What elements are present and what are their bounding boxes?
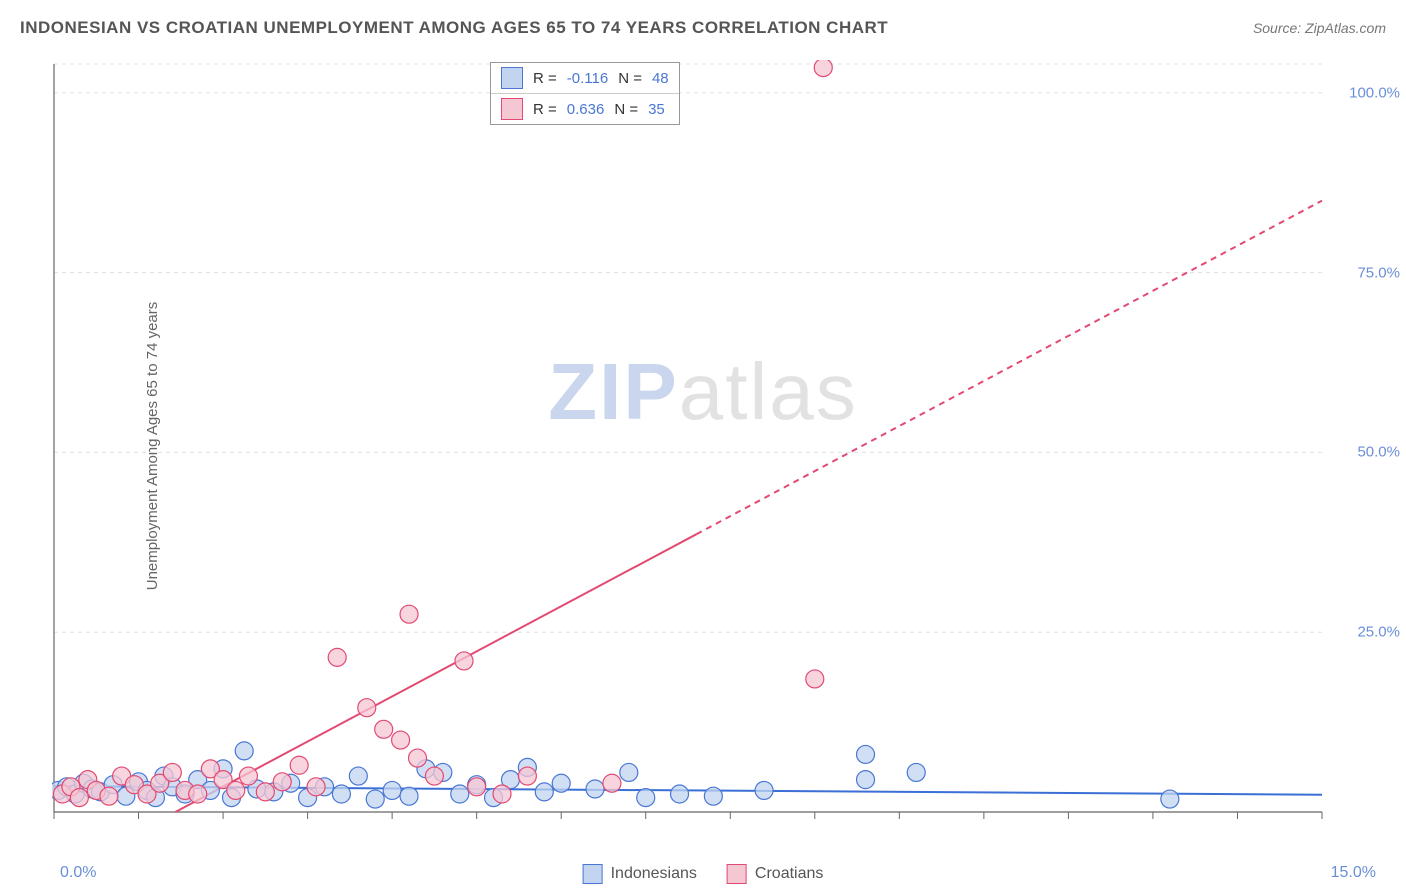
- chart-title: INDONESIAN VS CROATIAN UNEMPLOYMENT AMON…: [20, 18, 888, 38]
- y-tick-label: 50.0%: [1357, 444, 1400, 461]
- x-axis-min-label: 0.0%: [60, 864, 96, 882]
- r-value-indonesians: -0.116: [567, 70, 608, 87]
- r-label: R =: [533, 101, 557, 118]
- n-label: N =: [618, 70, 642, 87]
- legend-item-indonesians: Indonesians: [583, 864, 697, 884]
- swatch-indonesians: [501, 67, 523, 89]
- chart-svg: [52, 60, 1382, 840]
- legend-swatch-croatians: [727, 864, 747, 884]
- n-value-croatians: 35: [648, 101, 665, 118]
- y-tick-label: 100.0%: [1349, 84, 1400, 101]
- legend-label-indonesians: Indonesians: [611, 865, 697, 882]
- legend-item-croatians: Croatians: [727, 864, 823, 884]
- y-tick-label: 75.0%: [1357, 264, 1400, 281]
- stat-row-croatians: R = 0.636 N = 35: [491, 93, 679, 124]
- y-tick-label: 25.0%: [1357, 624, 1400, 641]
- stat-legend-box: R = -0.116 N = 48 R = 0.636 N = 35: [490, 62, 680, 125]
- plot-area: [52, 60, 1382, 840]
- n-value-indonesians: 48: [652, 70, 669, 87]
- bottom-legend: Indonesians Croatians: [583, 864, 824, 884]
- stat-row-indonesians: R = -0.116 N = 48: [491, 63, 679, 93]
- x-axis-max-label: 15.0%: [1331, 864, 1376, 882]
- swatch-croatians: [501, 98, 523, 120]
- r-value-croatians: 0.636: [567, 101, 605, 118]
- source-label: Source: ZipAtlas.com: [1253, 20, 1386, 36]
- r-label: R =: [533, 70, 557, 87]
- n-label: N =: [614, 101, 638, 118]
- legend-label-croatians: Croatians: [755, 865, 823, 882]
- legend-swatch-indonesians: [583, 864, 603, 884]
